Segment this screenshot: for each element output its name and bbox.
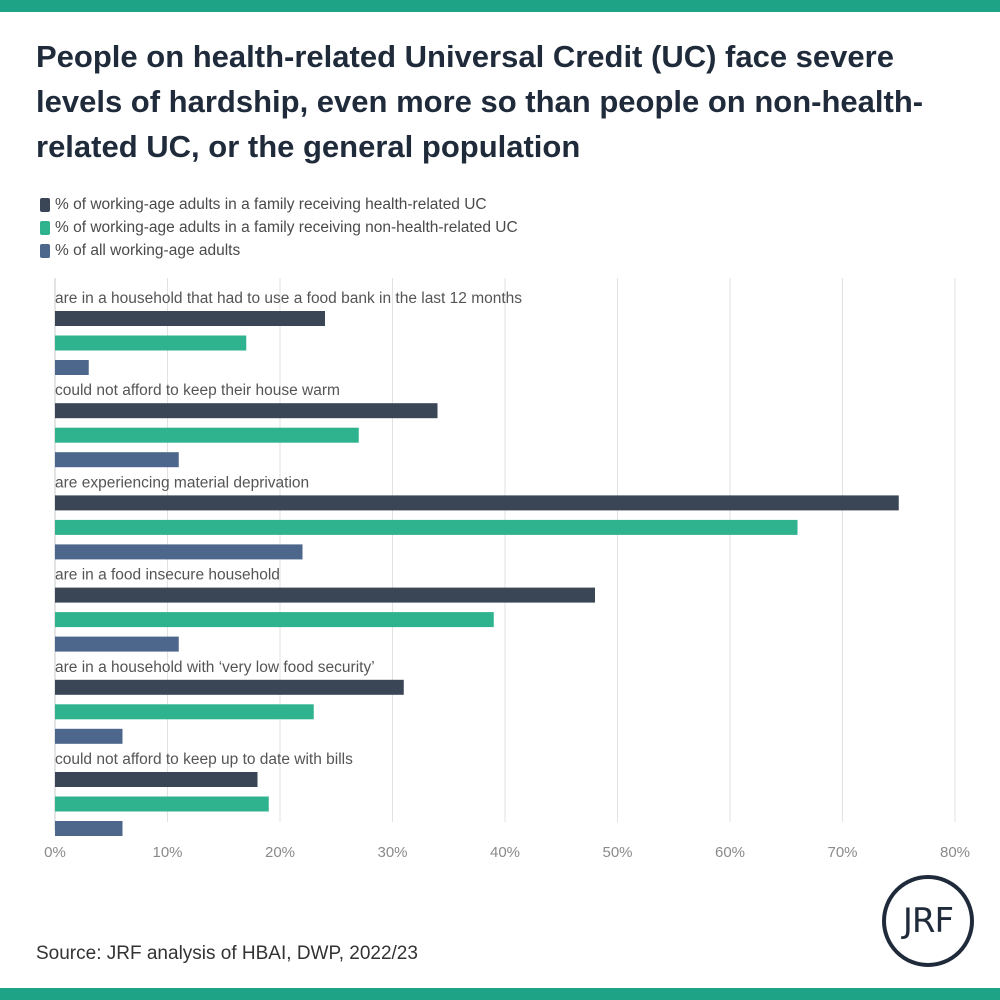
bar: [55, 544, 303, 560]
bar: [55, 427, 359, 443]
bar: [55, 519, 798, 535]
bar: [55, 796, 269, 812]
bar: [55, 772, 258, 787]
bar: [55, 587, 595, 603]
category-label: could not afford to keep their house war…: [55, 382, 340, 399]
category-label: could not afford to keep up to date with…: [55, 751, 353, 768]
bar: [55, 704, 314, 720]
x-tick-label: 10%: [152, 844, 182, 861]
legend-swatch: [40, 243, 50, 258]
category-label: are in a food insecure household: [55, 567, 280, 584]
source-note: Source: JRF analysis of HBAI, DWP, 2022/…: [36, 943, 418, 964]
x-tick-label: 20%: [265, 844, 295, 861]
legend-swatch: [40, 220, 50, 235]
x-tick-label: 30%: [377, 844, 407, 861]
bar: [55, 360, 89, 375]
bar: [55, 636, 179, 652]
bar-chart: 0% 10% 20% 30% 40% 50% 60% 70% 80% are in a house…: [44, 278, 970, 861]
category-label: are experiencing material deprivation: [55, 474, 309, 491]
bar: [55, 821, 123, 836]
bar: [55, 311, 325, 326]
legend-label: % of working-age adults in a family rece…: [55, 195, 487, 213]
x-tick-label: 40%: [490, 844, 520, 861]
legend-item: % of working-age adults in a family rece…: [40, 216, 518, 239]
bar: [55, 612, 494, 628]
legend-item: % of working-age adults in a family rece…: [40, 193, 518, 216]
legend-label: % of all working-age adults: [55, 241, 241, 259]
bar: [55, 495, 899, 511]
category-label: are in a household with ‘very low food s…: [55, 659, 375, 676]
bar: [55, 403, 438, 419]
bar: [55, 335, 247, 351]
bar: [55, 728, 123, 744]
jrf-logo: JRF: [882, 875, 974, 967]
x-tick-label: 70%: [827, 844, 857, 861]
x-tick-label: 80%: [940, 844, 970, 861]
bottom-accent-band: [0, 988, 1000, 1000]
x-tick-label: 0%: [44, 844, 66, 861]
bar: [55, 452, 179, 468]
legend-swatch: [40, 197, 50, 212]
bar: [55, 679, 404, 695]
legend-item: % of all working-age adults: [40, 239, 518, 262]
chart-title: People on health-related Universal Credi…: [36, 39, 924, 164]
x-tick-label: 60%: [715, 844, 745, 861]
legend-label: % of working-age adults in a family rece…: [55, 218, 518, 236]
top-accent-band: [0, 0, 1000, 12]
x-tick-label: 50%: [602, 844, 632, 861]
logo-text: JRF: [902, 901, 954, 941]
legend: % of working-age adults in a family rece…: [40, 193, 518, 262]
category-label: are in a household that had to use a foo…: [55, 290, 522, 307]
